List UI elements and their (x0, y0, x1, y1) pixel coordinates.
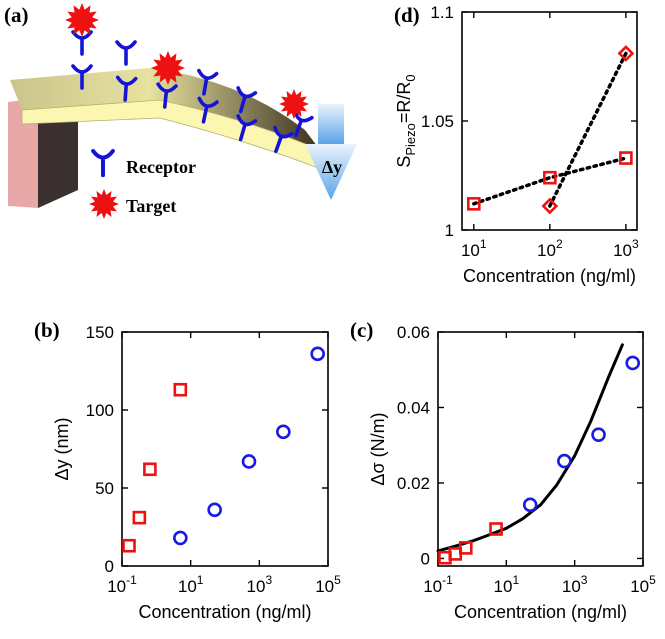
y-tick-label: 150 (86, 323, 114, 342)
data-point (134, 512, 145, 523)
legend-receptor: Receptor (93, 151, 196, 177)
data-point (243, 455, 255, 467)
data-point (524, 499, 536, 511)
x-axis-label: Concentration (ng/ml) (463, 266, 636, 286)
panel-label-d: (d) (394, 3, 420, 27)
data-point (124, 540, 135, 551)
data-point (144, 464, 155, 475)
chart-c: 10-1 101 103 105 0 0.02 0.04 0.06 Concentration … (350, 318, 656, 622)
chart-b: 10-1 101 103 105 0 50 100 150 Concentration (ng/… (34, 318, 341, 622)
panel-label-b: (b) (34, 318, 60, 342)
x-axis-label: Concentration (ng/ml) (138, 602, 311, 622)
target-star-icon (89, 189, 119, 219)
y-tick-label: 0.02 (397, 474, 430, 493)
y-tick-label: 0 (421, 549, 430, 568)
y-tick-label: 50 (95, 479, 114, 498)
y-tick-label: 1 (445, 221, 454, 240)
series-line-1 (438, 345, 622, 551)
panel-label-c: (c) (350, 318, 373, 342)
series-line-2 (550, 53, 626, 206)
target-star-icon (89, 189, 119, 219)
y-tick-label: 1.05 (421, 112, 454, 131)
legend-target: Target (89, 189, 176, 219)
receptor-icon (93, 151, 113, 175)
y-axis-label: SPiezo=R/R0 (394, 74, 418, 167)
x-tick-label: 102 (537, 237, 563, 260)
x-tick-label: 103 (562, 573, 588, 596)
legend-receptor-label: Receptor (126, 157, 196, 177)
data-point (175, 384, 186, 395)
y-axis-label: Δσ (N/m) (368, 412, 388, 485)
y-tick-label: 0.06 (397, 323, 430, 342)
schematic-panel: (a) Δy Receptor Target (4, 3, 357, 219)
data-point (174, 532, 186, 544)
x-tick-label: 101 (494, 573, 520, 596)
x-tick-label: 103 (613, 237, 639, 260)
receptor-icon (117, 42, 135, 64)
x-tick-label: 105 (630, 573, 656, 596)
y-tick-label: 1.1 (430, 3, 454, 22)
y-tick-label: 100 (86, 401, 114, 420)
data-point (312, 348, 324, 360)
x-tick-label: 10-1 (107, 573, 137, 596)
target-star-icon (279, 89, 309, 119)
data-point (209, 504, 221, 516)
y-tick-label: 0 (105, 557, 114, 576)
x-tick-label: 105 (315, 573, 341, 596)
plot-frame (122, 332, 328, 566)
y-axis-label: Δy (nm) (52, 417, 72, 480)
data-point (558, 455, 570, 467)
x-tick-label: 101 (178, 573, 204, 596)
data-point (593, 429, 605, 441)
x-tick-label: 103 (247, 573, 273, 596)
series-line-1 (474, 158, 626, 204)
panel-label-a: (a) (4, 3, 29, 27)
legend-target-label: Target (126, 196, 176, 216)
receptor-icon (93, 151, 113, 175)
chart-d: 101 102 103 1 1.05 1.1 Concentration (ng/ml) SP… (394, 3, 639, 286)
data-point (627, 357, 639, 369)
data-point (277, 426, 289, 438)
y-tick-label: 0.04 (397, 398, 430, 417)
x-tick-label: 101 (461, 237, 487, 260)
deflection-label: Δy (322, 157, 342, 177)
x-tick-label: 10-1 (423, 573, 453, 596)
target-star-icon (65, 3, 99, 37)
x-axis-label: Concentration (ng/ml) (454, 602, 627, 622)
